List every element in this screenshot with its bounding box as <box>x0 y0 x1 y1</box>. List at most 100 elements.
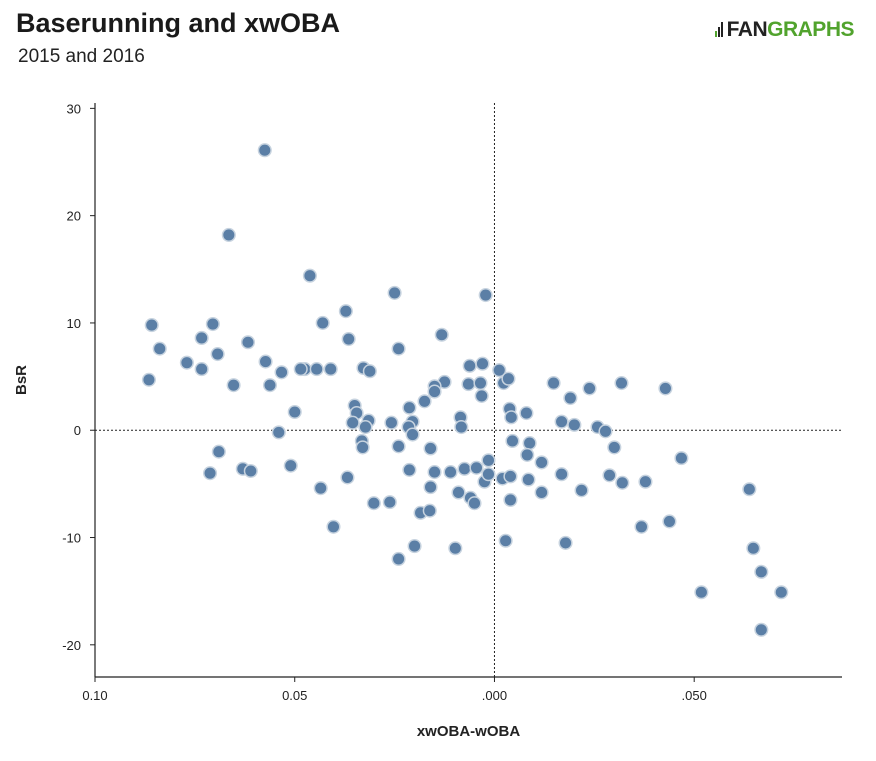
data-point <box>504 410 519 425</box>
data-point <box>345 415 360 430</box>
data-point <box>658 381 673 396</box>
x-axis-label: xwOBA-wOBA <box>417 723 521 740</box>
data-point <box>283 458 298 473</box>
data-point <box>469 460 484 475</box>
data-point <box>521 472 536 487</box>
data-point <box>355 440 370 455</box>
y-tick-label: 10 <box>67 316 81 331</box>
x-tick-label: 0.05 <box>282 688 307 703</box>
data-point <box>774 585 789 600</box>
data-point <box>240 335 256 350</box>
data-point <box>558 535 573 550</box>
data-point <box>638 474 653 489</box>
data-point <box>607 440 622 455</box>
data-point <box>503 469 518 484</box>
data-point <box>754 564 769 579</box>
axes <box>90 103 842 682</box>
data-point <box>202 466 218 481</box>
data-point <box>634 519 649 534</box>
data-point <box>546 375 561 391</box>
y-tick-label: -20 <box>62 638 81 653</box>
data-point <box>358 419 373 435</box>
runner-icon <box>714 20 725 38</box>
x-tick-label: .000 <box>482 688 507 703</box>
data-point <box>457 461 472 476</box>
data-point <box>534 485 549 500</box>
data-point <box>615 475 630 490</box>
data-point <box>152 341 167 356</box>
data-point <box>554 467 569 482</box>
data-point <box>179 355 194 370</box>
data-point <box>462 358 477 373</box>
data-point <box>434 327 449 342</box>
data-point <box>522 436 537 451</box>
data-point <box>461 377 476 392</box>
data-point <box>243 463 258 479</box>
x-tick-label: 0.10 <box>82 688 107 703</box>
data-point <box>293 362 308 377</box>
data-point <box>309 362 324 377</box>
data-point <box>262 378 278 393</box>
data-point <box>366 496 381 511</box>
data-point <box>674 451 689 466</box>
y-tick-label: 30 <box>67 101 81 116</box>
data-point <box>554 414 569 429</box>
data-point <box>563 390 578 406</box>
chart-title: Baserunning and xwOBA <box>16 8 341 38</box>
data-point <box>221 227 236 243</box>
y-axis-label: BsR <box>13 365 30 395</box>
data-point <box>210 347 225 362</box>
data-point <box>226 378 241 393</box>
data-point <box>481 467 496 482</box>
data-point <box>402 462 417 477</box>
data-point <box>473 375 488 391</box>
data-point <box>567 417 582 432</box>
data-point <box>391 439 406 454</box>
data-point <box>746 541 761 556</box>
data-point <box>742 482 757 497</box>
data-point <box>387 285 402 300</box>
data-point <box>492 363 507 378</box>
data-point <box>582 381 597 396</box>
y-tick-label: -10 <box>62 531 81 546</box>
data-point <box>422 503 437 518</box>
data-point <box>602 468 617 483</box>
data-point <box>662 514 677 529</box>
data-point <box>467 496 482 511</box>
data-point <box>475 356 490 371</box>
data-point <box>271 425 286 440</box>
data-point <box>443 465 458 480</box>
data-point <box>598 424 613 439</box>
data-point <box>519 406 534 421</box>
y-tick-label: 0 <box>74 423 81 438</box>
data-point <box>323 362 338 377</box>
data-point <box>427 465 442 480</box>
data-point <box>451 485 466 500</box>
data-point <box>427 384 442 399</box>
data-point <box>194 362 209 377</box>
data-point <box>258 354 273 369</box>
tick-labels: 30 20 10 0 -10 -20 0.10 0.05 .000 .050 <box>62 101 707 703</box>
data-point <box>534 455 549 470</box>
data-point <box>481 453 496 468</box>
logo-text-fan: FAN <box>726 18 768 41</box>
data-point <box>313 481 328 496</box>
data-point <box>382 495 397 510</box>
data-point <box>205 316 220 332</box>
data-point <box>754 622 769 637</box>
data-point <box>257 143 272 158</box>
data-point <box>287 404 302 420</box>
data-point <box>501 371 516 386</box>
x-tick-label: .050 <box>682 688 707 703</box>
data-point <box>474 388 489 403</box>
logo-text-graphs: GRAPHS <box>767 18 854 41</box>
data-point <box>391 341 406 356</box>
data-point <box>302 268 317 283</box>
data-point <box>315 315 330 330</box>
data-point <box>407 539 422 554</box>
data-point <box>340 470 355 485</box>
data-point <box>402 400 417 415</box>
data-point <box>194 330 209 346</box>
data-point <box>574 483 589 498</box>
reference-lines <box>95 103 842 677</box>
